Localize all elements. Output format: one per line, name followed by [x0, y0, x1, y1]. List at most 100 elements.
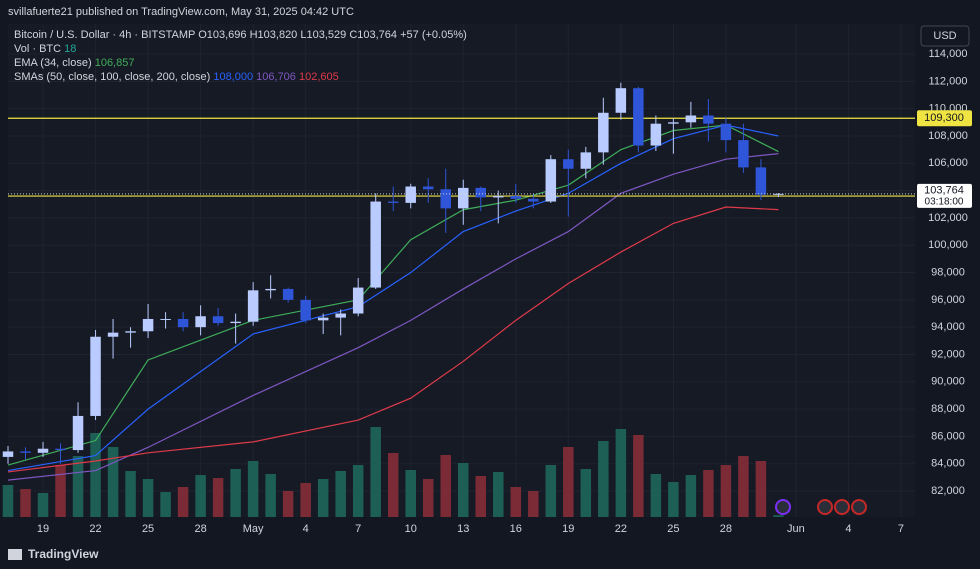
candle-body — [528, 198, 539, 202]
volume-bar — [510, 487, 522, 517]
candle-body — [265, 288, 276, 291]
candle-body — [720, 123, 732, 141]
brand-logo — [8, 549, 22, 560]
volume-bar — [440, 455, 451, 517]
volume-bar — [300, 483, 311, 517]
candle-body — [773, 193, 784, 195]
y-tick-label: 112,000 — [929, 75, 968, 87]
y-tick-label: 114,000 — [929, 48, 968, 60]
volume-bar — [265, 474, 276, 517]
event-icon[interactable] — [817, 499, 833, 515]
indicator-line — [7, 206, 779, 473]
y-tick-label: 84,000 — [931, 458, 965, 470]
indicator-value: 106,706 — [256, 71, 296, 83]
candle-body — [37, 448, 49, 453]
price-tag — [917, 183, 972, 208]
volume-bar — [20, 489, 31, 517]
x-tick-label: 25 — [667, 523, 679, 535]
candle-body — [317, 317, 329, 321]
volume-bar — [230, 469, 241, 517]
countdown: 03:18:00 — [925, 196, 964, 207]
volume-bar — [528, 491, 539, 517]
x-tick-label: 19 — [37, 523, 49, 535]
volume-bar — [755, 461, 767, 517]
candle-body — [685, 115, 697, 123]
x-tick-label: 28 — [720, 523, 732, 535]
volume-bar — [55, 465, 66, 517]
y-tick-label: 92,000 — [931, 348, 965, 360]
volume-bar — [195, 475, 206, 517]
indicator-name: SMAs (50, close, 100, close, 200, close) — [14, 71, 210, 83]
plot-area — [8, 24, 915, 517]
volume-bar — [125, 471, 136, 517]
volume-bar — [335, 471, 346, 517]
volume-bar — [2, 485, 14, 517]
ohlc-value: +57 (+0.05%) — [400, 29, 467, 41]
volume-bar — [563, 447, 574, 517]
indicator-legend: EMA (34, close) 106,857 — [14, 57, 134, 69]
currency-box[interactable] — [920, 25, 970, 47]
candle-body — [2, 451, 14, 457]
volume-bar — [177, 487, 189, 517]
x-tick-label: Jun — [787, 523, 805, 535]
currency[interactable]: USD — [933, 30, 956, 42]
x-tick-label: 7 — [355, 523, 361, 535]
volume-bar — [387, 453, 399, 517]
x-tick-label: 10 — [405, 523, 417, 535]
volume-bar — [160, 492, 171, 517]
indicator-name: EMA (34, close) — [14, 57, 92, 69]
candle-body — [440, 189, 451, 209]
y-tick-label: 106,000 — [928, 157, 968, 169]
x-tick-label: 4 — [845, 523, 851, 535]
candle-body — [20, 451, 31, 453]
volume-bar — [107, 447, 119, 517]
volume-bar — [422, 479, 434, 517]
y-tick-label: 98,000 — [931, 266, 965, 278]
x-tick-label: 16 — [510, 523, 522, 535]
published-line: svillafuerte21 published on TradingView.… — [8, 6, 354, 18]
x-tick-label: 28 — [194, 523, 206, 535]
x-tick-label: 19 — [562, 523, 574, 535]
ohlc-value: H103,820 — [250, 29, 298, 41]
volume-bar — [738, 456, 749, 517]
volume-bar — [668, 482, 679, 517]
level-tag — [917, 110, 972, 127]
volume-bar — [457, 463, 469, 517]
x-tick-label: 25 — [142, 523, 154, 535]
candle-body — [387, 201, 399, 203]
x-tick-label: 13 — [457, 523, 469, 535]
candle-body — [212, 316, 224, 324]
candle-body — [55, 448, 66, 451]
y-tick-label: 88,000 — [931, 403, 965, 415]
y-tick-label: 100,000 — [928, 239, 968, 251]
symbol: Bitcoin / U.S. Dollar · 4h · BITSTAMP — [14, 29, 195, 41]
volume-bar — [615, 429, 627, 517]
volume-bar — [475, 476, 487, 517]
candle-body — [90, 336, 101, 416]
indicator-value: 106,857 — [95, 57, 135, 69]
volume-bar — [493, 472, 504, 517]
candle-body — [563, 159, 574, 169]
brand: TradingView — [28, 547, 99, 561]
candle-body — [580, 152, 592, 169]
y-tick-label: 86,000 — [931, 430, 965, 442]
volume-bar — [352, 465, 364, 517]
volume-bar — [247, 461, 259, 517]
event-icon[interactable] — [775, 499, 791, 515]
y-tick-label: 82,000 — [931, 485, 965, 497]
event-icon[interactable] — [834, 499, 850, 515]
volume-legend: Vol · BTC 18 — [14, 43, 76, 55]
candle-body — [457, 187, 469, 209]
x-tick-label: 22 — [615, 523, 627, 535]
x-tick-label: 4 — [303, 523, 309, 535]
x-tick-label: May — [243, 523, 264, 535]
volume-bar — [633, 435, 644, 517]
volume-bar — [405, 470, 416, 517]
volume-bar — [598, 441, 609, 517]
event-icon[interactable] — [851, 499, 867, 515]
y-tick-label: 94,000 — [931, 321, 965, 333]
y-tick-label: 90,000 — [931, 376, 965, 388]
volume-bar — [650, 474, 662, 517]
volume-bar — [370, 427, 381, 517]
candle-body — [177, 318, 189, 328]
